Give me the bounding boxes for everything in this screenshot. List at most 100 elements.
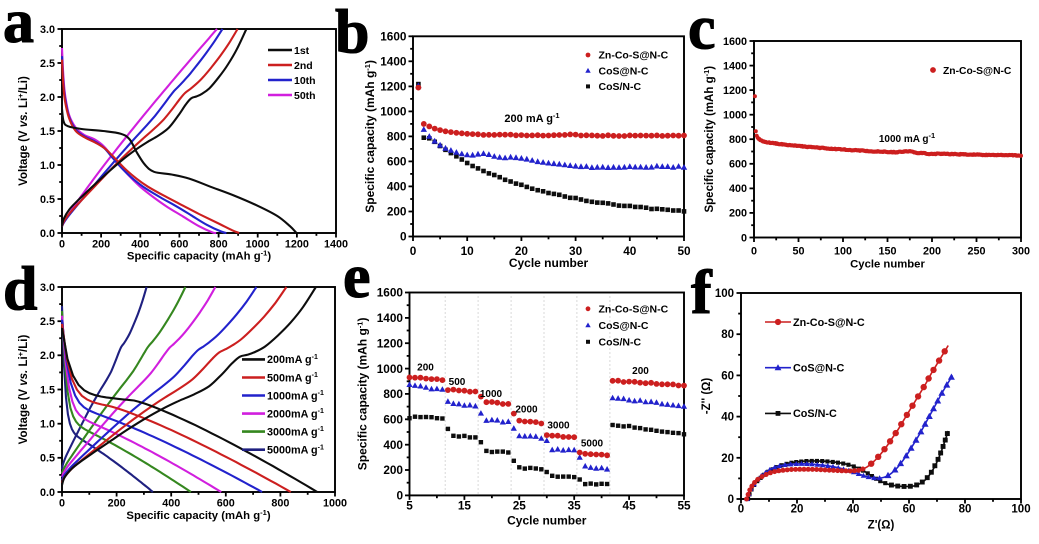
svg-text:1400: 1400: [377, 311, 404, 325]
svg-text:55: 55: [677, 498, 691, 512]
svg-text:200: 200: [417, 363, 434, 374]
svg-text:0.5: 0.5: [40, 194, 55, 206]
svg-text:Zn-Co-S@N-C: Zn-Co-S@N-C: [943, 66, 1012, 77]
svg-text:600: 600: [170, 239, 188, 251]
svg-text:0.5: 0.5: [40, 453, 55, 465]
svg-text:100: 100: [715, 288, 734, 300]
svg-text:Z'(Ω): Z'(Ω): [868, 520, 895, 532]
svg-text:10: 10: [461, 244, 475, 258]
svg-text:Zn-Co-S@N-C: Zn-Co-S@N-C: [599, 304, 669, 316]
svg-text:0: 0: [396, 489, 403, 503]
svg-text:CoS@N-C: CoS@N-C: [599, 65, 649, 77]
svg-text:200mA g-1: 200mA g-1: [267, 354, 318, 366]
svg-text:1000: 1000: [380, 105, 407, 119]
svg-text:Cycle number: Cycle number: [850, 259, 925, 271]
svg-text:60: 60: [721, 370, 734, 382]
svg-text:1000: 1000: [246, 239, 270, 251]
svg-text:0: 0: [751, 246, 757, 258]
svg-text:2000: 2000: [515, 405, 538, 416]
svg-text:400: 400: [131, 239, 149, 251]
svg-text:0.0: 0.0: [40, 487, 55, 499]
svg-text:400: 400: [387, 180, 407, 194]
svg-text:0: 0: [728, 494, 734, 506]
svg-text:2.5: 2.5: [40, 316, 55, 328]
svg-text:2.5: 2.5: [40, 58, 55, 70]
svg-text:200: 200: [923, 246, 941, 258]
svg-text:f: f: [691, 259, 713, 327]
svg-text:b: b: [335, 0, 369, 67]
svg-text:800: 800: [271, 498, 289, 510]
svg-text:1400: 1400: [723, 60, 747, 72]
svg-text:1000: 1000: [377, 362, 404, 376]
svg-text:2.0: 2.0: [40, 350, 55, 362]
svg-text:400: 400: [162, 498, 180, 510]
svg-text:200: 200: [108, 498, 126, 510]
svg-text:250: 250: [967, 246, 985, 258]
svg-text:20: 20: [721, 453, 734, 465]
svg-text:3000: 3000: [547, 421, 570, 432]
svg-text:800: 800: [387, 130, 407, 144]
svg-text:1600: 1600: [380, 30, 407, 44]
svg-text:800: 800: [729, 134, 747, 146]
svg-text:1400: 1400: [380, 55, 407, 69]
svg-text:Voltage (V vs. Li+/Li): Voltage (V vs. Li+/Li): [16, 76, 30, 186]
svg-text:80: 80: [959, 504, 972, 516]
svg-text:3000mA g-1: 3000mA g-1: [267, 426, 324, 438]
svg-text:1200: 1200: [723, 85, 747, 97]
svg-text:0: 0: [400, 230, 407, 244]
svg-text:0: 0: [59, 239, 65, 251]
svg-text:10th: 10th: [294, 75, 316, 87]
svg-text:1200: 1200: [285, 239, 309, 251]
svg-text:1st: 1st: [294, 45, 310, 57]
svg-text:600: 600: [383, 413, 403, 427]
svg-text:1.0: 1.0: [40, 160, 55, 172]
svg-text:1000: 1000: [323, 498, 347, 510]
svg-text:45: 45: [623, 498, 637, 512]
svg-text:1000: 1000: [723, 110, 747, 122]
svg-text:CoS/N-C: CoS/N-C: [599, 81, 642, 93]
svg-text:100: 100: [1011, 504, 1030, 516]
svg-text:40: 40: [721, 412, 734, 424]
svg-text:CoS/N-C: CoS/N-C: [599, 337, 642, 349]
svg-text:0: 0: [59, 498, 65, 510]
svg-text:40: 40: [847, 504, 860, 516]
svg-text:1.5: 1.5: [40, 384, 55, 396]
svg-text:400: 400: [729, 183, 747, 195]
svg-text:5: 5: [406, 498, 413, 512]
svg-text:Specific capacity (mAh g-1): Specific capacity (mAh g-1): [702, 66, 716, 213]
svg-text:200: 200: [387, 205, 407, 219]
svg-text:1.0: 1.0: [40, 419, 55, 431]
svg-text:50th: 50th: [294, 90, 316, 102]
svg-text:3.0: 3.0: [40, 282, 55, 294]
svg-text:5000: 5000: [581, 439, 604, 450]
svg-text:1600: 1600: [377, 286, 404, 300]
svg-text:200: 200: [729, 208, 747, 220]
svg-text:25: 25: [513, 498, 527, 512]
svg-text:CoS@N-C: CoS@N-C: [793, 363, 845, 375]
svg-text:Zn-Co-S@N-C: Zn-Co-S@N-C: [793, 317, 865, 329]
svg-text:1200: 1200: [377, 336, 404, 350]
svg-text:0: 0: [410, 244, 417, 258]
svg-text:35: 35: [568, 498, 582, 512]
svg-text:500: 500: [449, 377, 466, 388]
svg-text:Zn-Co-S@N-C: Zn-Co-S@N-C: [599, 50, 669, 62]
svg-text:400: 400: [383, 438, 403, 452]
svg-text:500mA g-1: 500mA g-1: [267, 372, 318, 384]
svg-text:200: 200: [632, 366, 649, 377]
svg-text:0: 0: [741, 232, 747, 244]
svg-text:Cycle number: Cycle number: [507, 513, 587, 527]
svg-text:15: 15: [458, 498, 472, 512]
svg-text:0.0: 0.0: [40, 228, 55, 240]
svg-text:CoS@N-C: CoS@N-C: [599, 320, 649, 332]
svg-text:Cycle number: Cycle number: [509, 256, 589, 270]
svg-text:Specific capacity (mAh g-1): Specific capacity (mAh g-1): [355, 318, 369, 471]
svg-text:600: 600: [387, 155, 407, 169]
svg-text:1000: 1000: [480, 389, 503, 400]
svg-text:-Z'' (Ω): -Z'' (Ω): [701, 378, 713, 415]
svg-text:1.5: 1.5: [40, 126, 55, 138]
svg-text:100: 100: [834, 246, 852, 258]
svg-text:40: 40: [623, 244, 637, 258]
svg-text:5000mA g-1: 5000mA g-1: [267, 444, 324, 456]
svg-text:Specific capacity (mAh g-1): Specific capacity (mAh g-1): [363, 60, 377, 213]
svg-text:60: 60: [903, 504, 916, 516]
